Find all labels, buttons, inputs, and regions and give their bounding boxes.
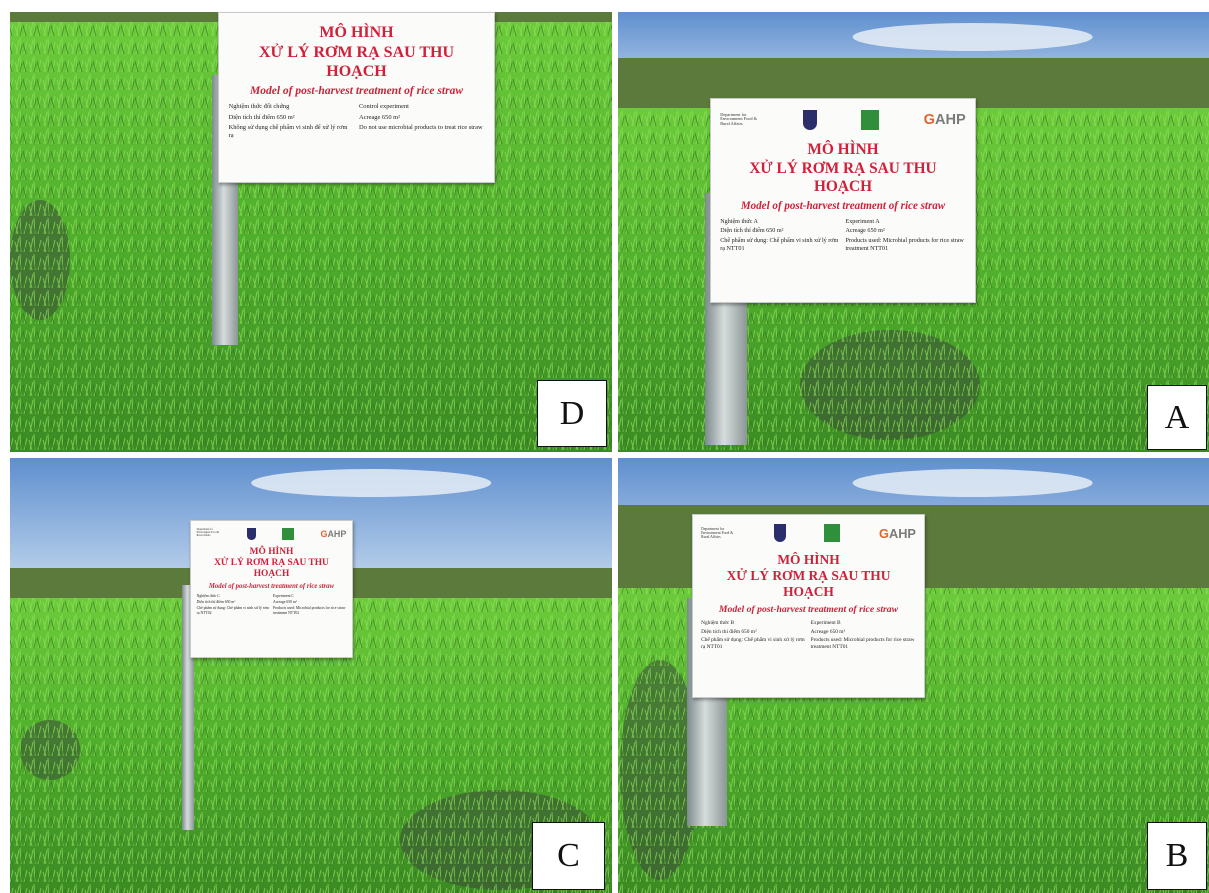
row-vietnamese: Diện tích thí điểm 650 m² [228,113,295,121]
row-vietnamese: Nghiệm thức đối chứng [228,103,290,111]
row-english: Acreage 650 m² [273,599,298,604]
cloud [852,23,1093,51]
crest-logo [773,524,786,542]
defra-logo: Department for Environment Food & Rural … [196,528,220,538]
sign-english: Model of post-harvest treatment of rice … [740,200,946,213]
sign-english: Model of post-harvest treatment of rice … [208,583,335,591]
sign-english: Model of post-harvest treatment of rice … [718,603,899,615]
row-english: Acreage 650 m² [810,628,846,635]
sign-title: MÔ HÌNH [807,141,879,159]
row-english: Do not use microbial products to treat r… [359,123,483,131]
row-vietnamese: Diện tích thí điểm 650 m² [720,228,784,235]
sign: MÔ HÌNH XỬ LÝ RƠM RẠ SAU THU HOẠCH Model o… [218,12,495,183]
panel-label: C [532,822,605,890]
crest-logo [247,527,256,540]
sign-subtitle: XỬ LÝ RƠM RẠ SAU THU HOẠCH [258,43,455,80]
sign-title: MÔ HÌNH [777,551,840,567]
row-vietnamese: Diện tích thí điểm 650 m² [196,599,236,604]
logo-row: Department for Environment Food & Rural … [720,104,966,136]
green-logo [824,524,841,542]
row-vietnamese: Nghiệm thức A [720,218,758,225]
row-vietnamese: Nghiệm thức C [196,593,220,598]
row-english: Control experiment [359,103,409,111]
sign-subtitle: XỬ LÝ RƠM RẠ SAU THU HOẠCH [749,159,937,196]
sign-rows: Nghiệm thức C Experiment C Diện tích thí đ… [197,594,347,615]
row-english: Products used: Microbial products for ri… [810,637,915,651]
panel-label: A [1147,385,1207,450]
sign: Department for Environment Food & Rural … [692,514,925,698]
gahp-logo: GAHP [923,111,966,128]
sign-title: MÔ HÌNH [249,546,294,557]
gahp-logo: GAHP [320,528,347,539]
row-vietnamese: Chế phẩm sử dụng: Chế phẩm vi sinh xử lý… [720,238,839,252]
crest-logo [803,109,817,130]
row-english: Experiment C [273,593,294,598]
logo-row: Department for Environment Food & Rural … [197,524,347,544]
cloud [251,469,492,497]
panel-label: D [537,380,607,447]
logo-row: Department for Environment Food & Rural … [701,519,916,547]
row-vietnamese: Diện tích thí điểm 650 m² [701,628,757,635]
sign-rows: Nghiệm thức A Experiment A Diện tích thí đ… [720,219,966,254]
defra-logo: Department for Environment Food & Rural … [720,111,757,127]
sign-english: Model of post-harvest treatment of rice … [249,84,464,97]
sign-subtitle: XỬ LÝ RƠM RẠ SAU THU HOẠCH [214,558,329,580]
green-logo [861,109,880,130]
sign-rows: Nghiệm thức B Experiment B Diện tích thí đ… [701,620,916,651]
sign: Department for Environment Food & Rural … [710,98,976,303]
row-english: Experiment B [810,620,841,627]
row-vietnamese: Chế phẩm sử dụng: Chế phẩm vi sinh xử lý… [196,605,269,615]
row-english: Acreage 650 m² [845,228,885,235]
row-english: Acreage 650 m² [359,113,400,121]
row-english: Products used: Microbial products for ri… [845,238,964,252]
row-vietnamese: Không sử dụng chế phẩm vi sinh để xử lý … [228,123,348,139]
gahp-logo: GAHP [879,525,916,541]
green-logo [282,527,294,540]
row-vietnamese: Nghiệm thức B [701,620,735,627]
sign-rows: Nghiệm thức đối chứng Control experiment D… [229,103,485,139]
sign-subtitle: XỬ LÝ RƠM RẠ SAU THU HOẠCH [726,568,891,600]
row-vietnamese: Chế phẩm sử dụng: Chế phẩm vi sinh xử lý… [701,637,805,651]
panel-label: B [1147,822,1207,890]
sign: Department for Environment Food & Rural … [190,520,353,658]
row-english: Experiment A [845,218,880,225]
row-english: Products used: Microbial products for ri… [273,605,346,615]
sign-title: MÔ HÌNH [319,24,394,42]
defra-logo: Department for Environment Food & Rural … [701,526,734,540]
cloud [852,469,1093,497]
